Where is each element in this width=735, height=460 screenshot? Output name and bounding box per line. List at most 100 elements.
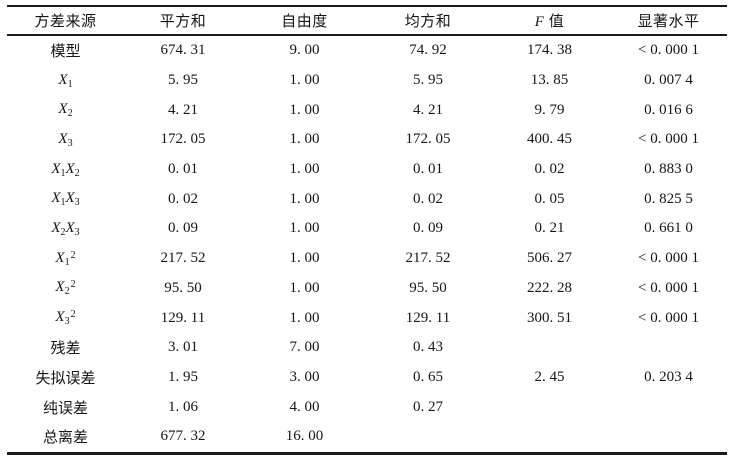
table-row: X2 4. 21 1. 00 4. 21 9. 79 0. 016 6 xyxy=(7,95,727,125)
text-part: 方差来源 xyxy=(34,14,97,30)
subscript: 1 xyxy=(60,167,66,179)
value-cell: 3. 01 xyxy=(168,339,198,356)
value-cell: 0. 65 xyxy=(413,368,443,385)
table-row: X1X3 0. 02 1. 00 0. 02 0. 05 0. 825 5 xyxy=(7,184,727,214)
subscript: 2 xyxy=(74,167,80,179)
table-row: 失拟误差 1. 95 3. 00 0. 65 2. 45 0. 203 4 xyxy=(7,363,727,393)
header-cell: 均方和 xyxy=(367,6,489,36)
value-cell xyxy=(489,392,610,422)
table-row: X12 217. 52 1. 00 217. 52 506. 27 < 0. 000 1 xyxy=(7,244,727,274)
value-cell: < 0. 000 1 xyxy=(638,309,699,326)
value-cell: 677. 32 xyxy=(160,428,206,445)
table-row: X3 172. 05 1. 00 172. 05 400. 45 < 0. 000 1 xyxy=(7,125,727,155)
table-header: 方差来源 平方和 自由度 均方和 F 值 显著水平 xyxy=(7,6,727,36)
value-cell: 95. 50 xyxy=(164,279,202,296)
subscript: 2 xyxy=(64,286,70,298)
header-cell: F 值 xyxy=(489,6,610,36)
source-cell: X32 xyxy=(7,303,124,333)
source-cell: X2X3 xyxy=(7,214,124,244)
subscript: 3 xyxy=(67,137,73,149)
value-cell: 4. 21 xyxy=(413,101,443,118)
table-row: 残差 3. 01 7. 00 0. 43 xyxy=(7,333,727,363)
value-cell: 1. 06 xyxy=(168,398,198,415)
value-cell xyxy=(489,333,610,363)
value-cell: 217. 52 xyxy=(405,250,451,267)
value-cell: 674. 31 xyxy=(160,42,206,59)
text-part: 总离差 xyxy=(42,430,88,447)
value-cell: 174. 38 xyxy=(527,42,572,59)
value-cell: 1. 00 xyxy=(289,250,320,267)
math-symbol: X xyxy=(65,219,75,236)
value-cell: 1. 00 xyxy=(289,309,320,326)
math-symbol: X xyxy=(58,71,68,88)
math-symbol: X xyxy=(65,190,75,207)
text-part: 值 xyxy=(544,14,565,30)
value-cell: 95. 50 xyxy=(409,279,447,296)
text-part: 纯误差 xyxy=(42,400,88,417)
value-cell: 3. 00 xyxy=(289,368,320,385)
value-cell: 0. 02 xyxy=(413,190,443,207)
math-symbol: X xyxy=(51,190,61,207)
math-symbol: X xyxy=(55,309,65,326)
value-cell: 0. 661 0 xyxy=(644,220,693,237)
value-cell xyxy=(610,392,727,422)
value-cell: 0. 21 xyxy=(534,220,565,237)
source-cell: X1X3 xyxy=(7,184,124,214)
source-cell: 纯误差 xyxy=(7,392,124,422)
value-cell: 0. 05 xyxy=(534,190,565,207)
header-cell: 方差来源 xyxy=(7,6,124,36)
header-cell: 平方和 xyxy=(124,6,242,36)
value-cell: < 0. 000 1 xyxy=(638,131,699,148)
value-cell: 0. 09 xyxy=(413,220,443,237)
text-part: 残差 xyxy=(50,341,81,358)
math-symbol: X xyxy=(55,249,65,266)
superscript: 2 xyxy=(70,249,76,261)
value-cell: 0. 016 6 xyxy=(644,101,693,118)
superscript: 2 xyxy=(70,309,76,321)
value-cell: 9. 00 xyxy=(289,42,320,59)
value-cell: < 0. 000 1 xyxy=(638,279,699,296)
math-symbol: X xyxy=(51,160,61,177)
table-row: X1 5. 95 1. 00 5. 95 13. 85 0. 007 4 xyxy=(7,66,727,96)
header-cell: 自由度 xyxy=(242,6,367,36)
value-cell: 506. 27 xyxy=(527,250,572,267)
value-cell: 0. 01 xyxy=(168,161,198,178)
table-row: 总离差 677. 32 16. 00 xyxy=(7,422,727,453)
text-part: 显著水平 xyxy=(637,14,700,30)
subscript: 3 xyxy=(74,226,80,238)
subscript: 3 xyxy=(64,316,70,328)
source-cell: 模型 xyxy=(7,35,124,66)
value-cell: 5. 95 xyxy=(168,72,198,89)
source-cell: 失拟误差 xyxy=(7,363,124,393)
value-cell xyxy=(489,422,610,453)
source-cell: 总离差 xyxy=(7,422,124,453)
value-cell: < 0. 000 1 xyxy=(638,250,699,267)
source-cell: X1X2 xyxy=(7,155,124,185)
math-symbol: X xyxy=(65,160,75,177)
value-cell: 4. 00 xyxy=(289,398,320,415)
math-symbol: X xyxy=(58,101,68,118)
value-cell: 129. 11 xyxy=(160,309,206,326)
superscript: 2 xyxy=(70,279,76,291)
table-row: X32 129. 11 1. 00 129. 11 300. 51 < 0. 000 1 xyxy=(7,303,727,333)
value-cell: 0. 007 4 xyxy=(644,72,693,89)
value-cell: 9. 79 xyxy=(534,101,565,118)
source-cell: X1 xyxy=(7,66,124,96)
value-cell: 0. 09 xyxy=(168,220,198,237)
value-cell: 217. 52 xyxy=(160,250,206,267)
text-part: 模型 xyxy=(50,44,81,61)
header-row: 方差来源 平方和 自由度 均方和 F 值 显著水平 xyxy=(7,6,727,36)
value-cell: 129. 11 xyxy=(405,309,451,326)
value-cell: 1. 95 xyxy=(168,368,198,385)
value-cell: 7. 00 xyxy=(289,339,320,356)
value-cell: 1. 00 xyxy=(289,101,320,118)
value-cell: 0. 825 5 xyxy=(644,190,693,207)
value-cell: 222. 28 xyxy=(527,279,572,296)
text-part: 失拟误差 xyxy=(35,370,96,387)
value-cell: 1. 00 xyxy=(289,220,320,237)
value-cell: 300. 51 xyxy=(527,309,572,326)
value-cell: 1. 00 xyxy=(289,190,320,207)
value-cell: < 0. 000 1 xyxy=(638,42,699,59)
table-body: 模型 674. 31 9. 00 74. 92 174. 38 < 0. 000 1 X1 5… xyxy=(7,35,727,453)
value-cell: 4. 21 xyxy=(168,101,198,118)
